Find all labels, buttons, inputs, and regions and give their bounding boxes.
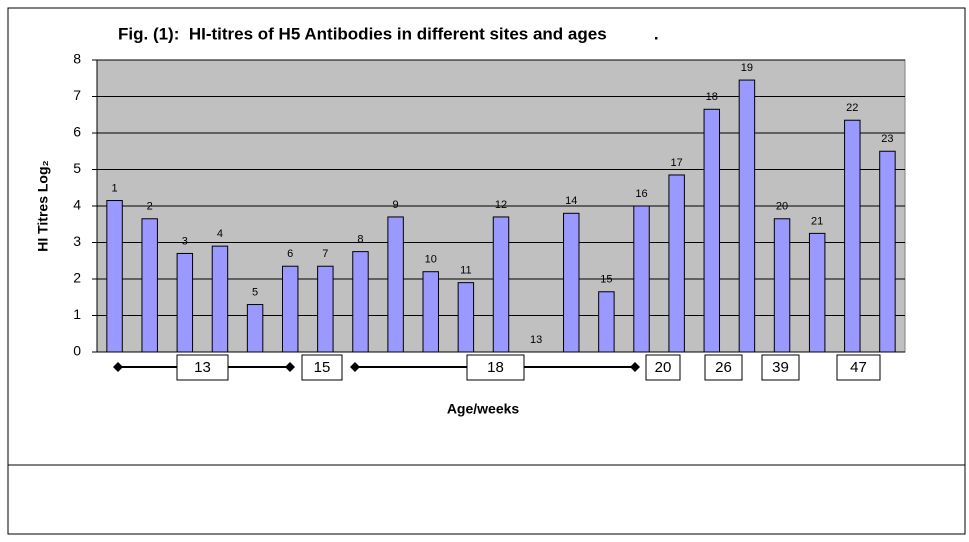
bar-label: 7 (322, 248, 328, 260)
bar-label: 17 (671, 157, 683, 169)
age-label: 15 (314, 359, 331, 376)
age-label: 47 (850, 359, 867, 376)
y-tick-label: 4 (73, 197, 81, 213)
y-tick-label: 7 (73, 87, 81, 103)
bar-label: 16 (635, 188, 647, 200)
bar (176, 252, 194, 353)
bar (141, 218, 158, 353)
bar (246, 304, 264, 353)
age-box (466, 354, 525, 381)
bar-label: 6 (287, 248, 293, 260)
age-box (704, 354, 743, 381)
bar-label: 12 (495, 199, 507, 211)
bar (738, 79, 756, 353)
age-label: 18 (487, 359, 504, 376)
bar (352, 251, 369, 353)
age-label: 13 (194, 359, 211, 376)
age-label: 20 (655, 359, 672, 376)
y-tick-label: 6 (73, 124, 81, 140)
bar (844, 119, 861, 353)
age-box (645, 354, 681, 381)
bar-label: 1 (112, 182, 118, 194)
bar-label: 15 (600, 274, 612, 286)
age-span-end (113, 362, 123, 372)
y-tick-label: 5 (73, 160, 81, 176)
bar (457, 282, 475, 353)
y-axis-label: HI Titres Log₂ (35, 160, 51, 252)
bar (703, 108, 721, 353)
bar-label: 18 (706, 91, 718, 103)
bar-label: 21 (811, 215, 823, 227)
bar-label: 4 (217, 228, 223, 240)
bar (211, 245, 229, 353)
bar-label: 22 (846, 102, 858, 114)
bar-label: 5 (252, 286, 258, 298)
bar (422, 271, 439, 353)
y-tick-label: 8 (73, 51, 81, 67)
bar (879, 150, 896, 353)
bar-label: 2 (147, 201, 153, 213)
bar-label: 14 (565, 195, 577, 207)
bar-label: 9 (393, 199, 399, 211)
bar-label: 10 (425, 254, 437, 266)
age-span-end (630, 362, 640, 372)
y-tick-label: 0 (73, 343, 81, 359)
x-axis-label: Age/weeks (447, 401, 520, 417)
bar (492, 216, 510, 353)
bar (773, 218, 791, 353)
age-label: 26 (715, 359, 732, 376)
age-box (761, 354, 800, 381)
age-box (301, 354, 343, 381)
bar (106, 200, 123, 353)
bar (563, 212, 580, 353)
y-tick-label: 2 (73, 270, 81, 286)
bar (598, 291, 615, 353)
chart-title: Fig. (1): HI-titres of H5 Antibodies in … (118, 24, 659, 43)
age-label: 39 (772, 359, 789, 376)
bar-label: 3 (182, 235, 188, 247)
bar-label: 20 (776, 201, 788, 213)
age-span-end (285, 362, 295, 372)
bar (808, 232, 826, 353)
bar-label: 23 (881, 133, 893, 145)
y-tick-label: 3 (73, 233, 81, 249)
bar-label: 13 (530, 334, 542, 346)
age-span-end (350, 362, 360, 372)
bar (317, 265, 334, 353)
bar-label: 11 (460, 265, 471, 277)
age-box (176, 354, 229, 381)
y-tick-label: 1 (73, 306, 81, 322)
bar-label: 19 (741, 62, 753, 74)
bar (387, 216, 404, 353)
age-box (836, 354, 881, 381)
bar (668, 174, 685, 353)
bar (633, 205, 650, 353)
bar-label: 8 (357, 234, 363, 246)
bar (281, 265, 299, 353)
